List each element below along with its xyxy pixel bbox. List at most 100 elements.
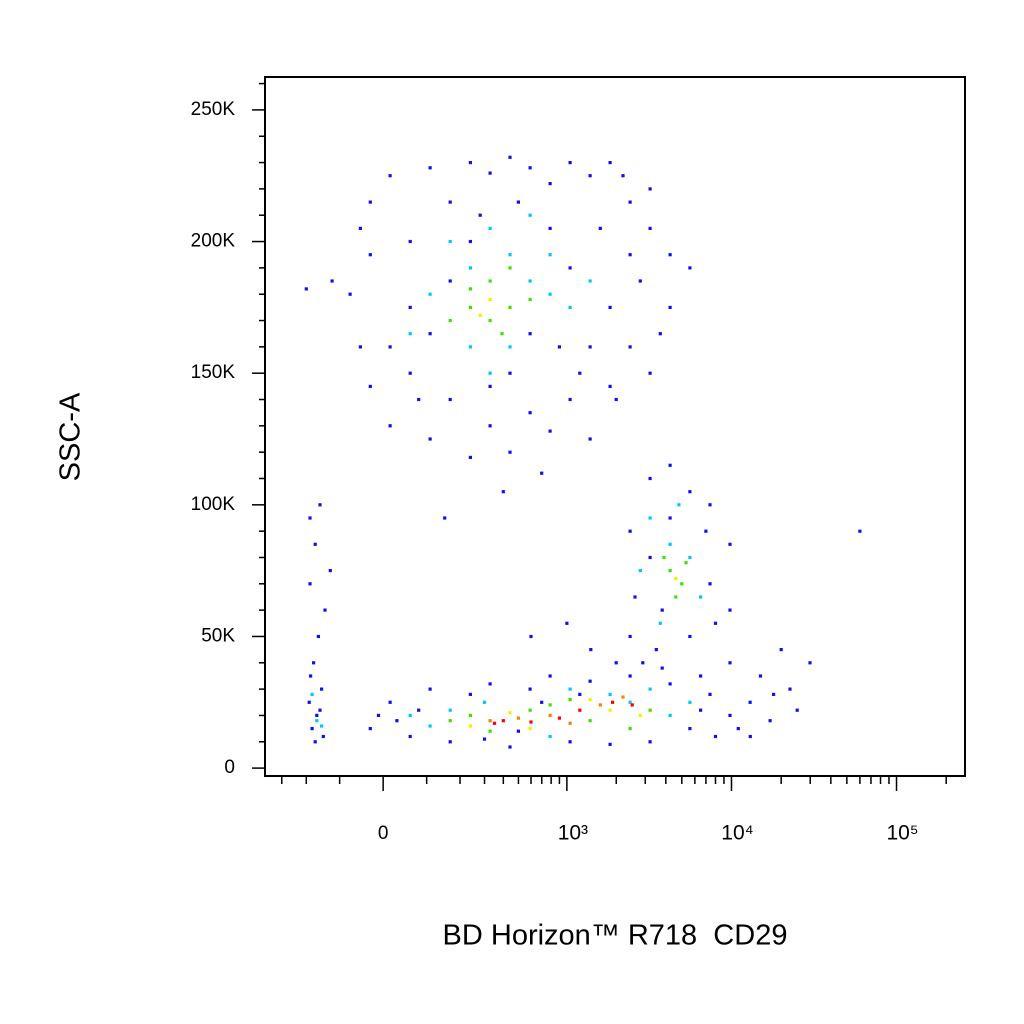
point [318,708,322,712]
point [488,682,492,686]
point [736,727,740,731]
point [638,569,642,573]
point [528,279,532,283]
point [608,692,612,696]
point [628,634,632,639]
point [308,582,312,586]
point [368,253,372,257]
point [478,313,482,317]
point [628,674,632,678]
point [662,555,666,560]
point [448,719,452,723]
point [388,424,392,428]
point [548,703,552,707]
point [708,692,712,696]
point [508,155,512,159]
point [528,332,532,336]
point [660,666,664,670]
point [680,582,684,586]
point [488,719,492,723]
point [488,279,492,283]
point [699,708,703,712]
point [368,727,372,731]
point [713,621,718,625]
point [529,634,533,639]
point [688,555,692,560]
point [578,708,582,712]
point [588,174,592,178]
x-tick-label: 0 [378,823,389,844]
point [448,279,452,283]
point [529,720,533,724]
point [309,674,313,678]
point [628,253,632,257]
point [417,397,421,402]
point [478,213,482,217]
point [448,318,452,323]
point [310,692,314,696]
point [589,648,593,652]
point [508,745,512,749]
point [316,634,320,639]
point [621,695,625,699]
point [318,503,322,507]
point [468,266,472,270]
point [443,516,447,520]
point [508,371,512,375]
point [408,713,412,717]
point [614,661,618,665]
point [528,411,532,415]
point [654,648,658,652]
point [508,266,512,270]
point [588,279,592,283]
point [417,708,421,712]
point [648,476,652,481]
point [428,724,432,728]
point [658,621,662,625]
point [638,713,642,717]
point [488,729,492,733]
point [568,721,572,725]
point [368,384,372,388]
point [488,384,492,388]
point [608,742,612,746]
point [482,737,487,741]
point [540,471,544,475]
x-tick-label: 10³ [558,822,588,845]
point [611,700,615,704]
point [488,297,492,302]
point [578,692,582,696]
point [320,724,324,728]
point [728,542,732,546]
point [688,700,692,704]
point [557,345,561,349]
point [448,200,452,204]
point [638,279,642,283]
point [648,371,652,375]
point [482,700,487,704]
point [468,287,472,291]
point [376,713,381,717]
point [608,708,612,712]
point [468,345,472,349]
point [468,692,472,696]
point [588,719,592,723]
point [668,253,672,257]
point [528,297,532,302]
point [508,711,512,715]
point [548,734,552,739]
point [488,171,492,175]
point [688,490,692,494]
y-tick-label: 250K [191,99,236,120]
point [628,200,632,204]
point [628,727,632,731]
point [728,713,732,717]
point [614,397,618,402]
point [568,266,572,270]
point [608,384,612,388]
point [748,700,752,704]
point [568,687,572,691]
point [608,305,612,309]
point [588,679,592,683]
point [699,674,703,678]
